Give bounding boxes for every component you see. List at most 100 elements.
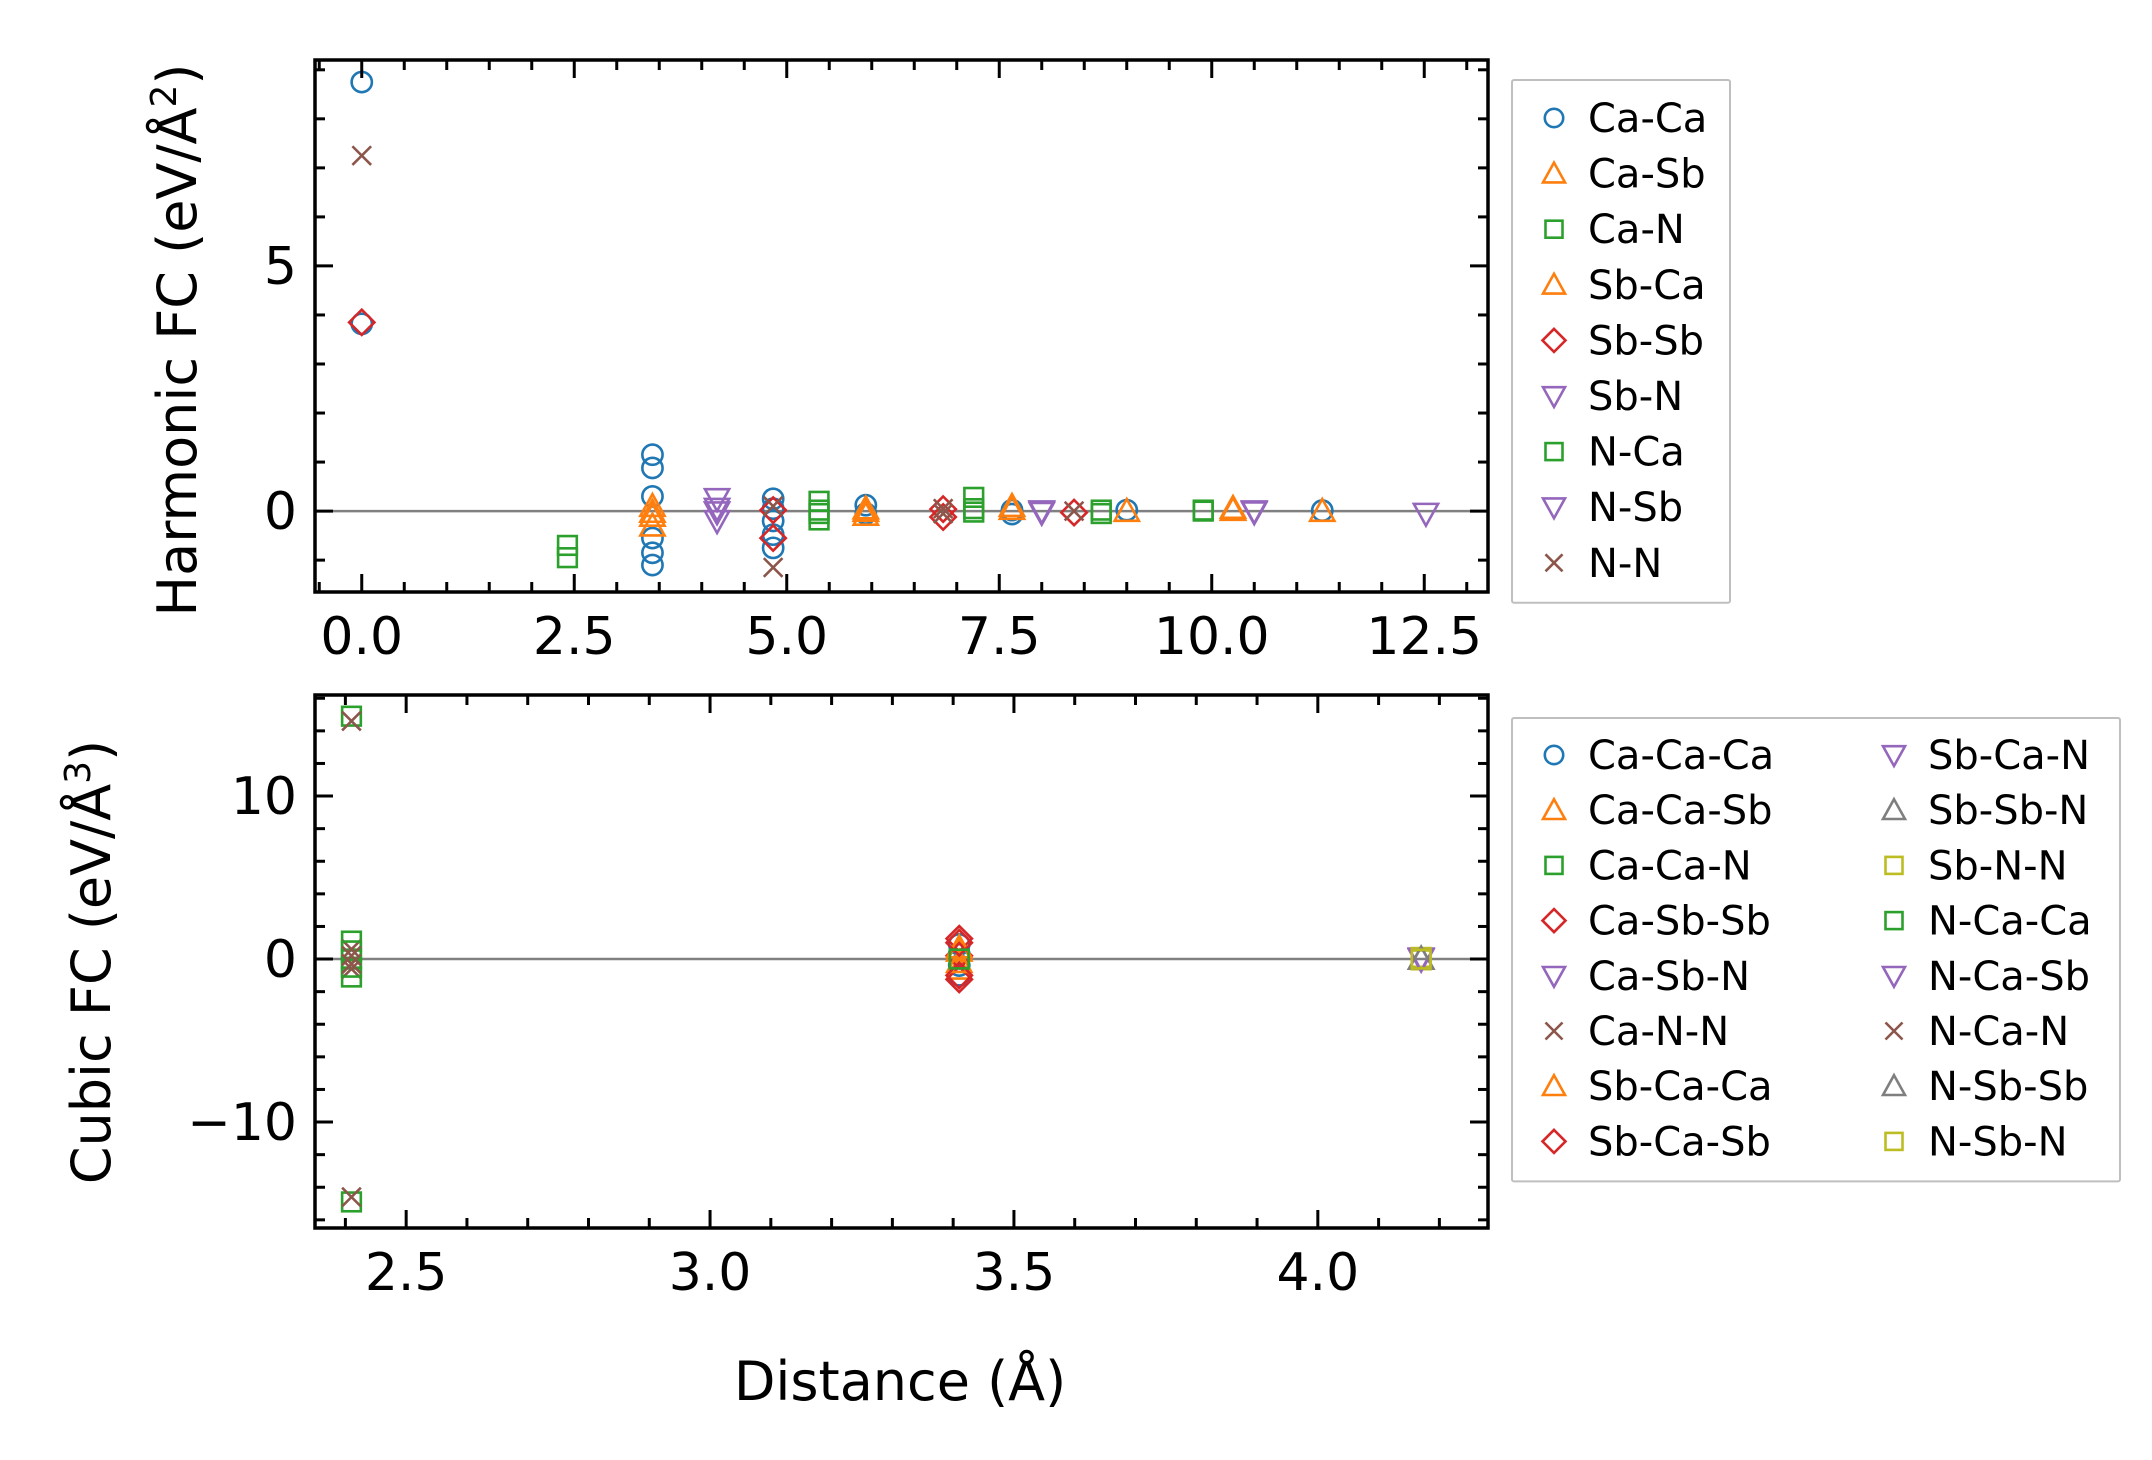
- y-tick-label: 0: [264, 482, 297, 542]
- cubic-fc-ylabel: Cubic FC (eV/Å3): [58, 740, 124, 1184]
- legend-marker: [1540, 159, 1568, 184]
- legend-entry-sb-sb-n: Sb-Sb-N: [1880, 788, 2088, 834]
- data-point-ca-sb: [638, 511, 667, 537]
- data-point-n-ca-n: [341, 953, 362, 975]
- legend-marker: [1540, 271, 1568, 295]
- data-point-ca-n: [963, 486, 985, 509]
- legend-frame: [1511, 717, 2121, 1183]
- y-tick-label: 10: [231, 767, 297, 827]
- legend-label: N-Sb: [1588, 485, 1683, 531]
- data-point-sb-sb: [758, 523, 788, 553]
- harmonic-fc-ylabel: Harmonic FC (eV/Å2): [144, 64, 210, 617]
- legend-label: Sb-N-N: [1928, 843, 2068, 889]
- legend-label: Ca-Sb: [1588, 152, 1706, 198]
- legend-marker: [1540, 327, 1568, 354]
- data-point-sb-ca-sb: [944, 928, 974, 958]
- legend-entry-sb-ca-sb: Sb-Ca-Sb: [1540, 1119, 1771, 1165]
- data-point-ca-sb: [851, 500, 881, 526]
- data-point-n-ca-ca: [948, 948, 970, 970]
- x-tick-label: 2.5: [365, 1243, 448, 1303]
- legend-entry-ca-sb-n: Ca-Sb-N: [1540, 954, 1750, 1000]
- data-point-sb-ca-ca: [944, 947, 974, 974]
- legend-marker: [1544, 219, 1564, 239]
- legend-marker: [1884, 855, 1904, 876]
- data-point-ca-n-n: [341, 939, 362, 960]
- legend-label: Sb-Ca-Sb: [1588, 1119, 1771, 1165]
- legend-entry-n-sb: N-Sb: [1540, 485, 1683, 531]
- x-tick-label: 7.5: [958, 607, 1041, 667]
- legend-label: Ca-Ca-Ca: [1588, 733, 1774, 779]
- legend-marker: [1540, 907, 1568, 934]
- data-markers: [347, 70, 1441, 578]
- legend-entry-ca-n: Ca-N: [1544, 207, 1685, 253]
- data-point-ca-ca: [641, 443, 664, 467]
- legend-label: N-Ca-Sb: [1928, 954, 2090, 1000]
- data-point-sb-n: [702, 501, 732, 527]
- data-point-n-ca: [1192, 499, 1214, 521]
- cubic-fc-panel: 2.5 3.0 3.5 4.0 −10 0 10 Cubic FC (eV/Å3) Ca-C…: [58, 693, 2121, 1303]
- axis-ticks: [315, 60, 1488, 592]
- legend-entry-sb-ca-ca: Sb-Ca-Ca: [1540, 1064, 1773, 1110]
- data-point-sb-ca: [851, 496, 881, 523]
- data-point-n-n: [351, 145, 373, 166]
- legend-entry-sb-n: Sb-N: [1540, 374, 1683, 420]
- data-point-ca-ca: [761, 509, 785, 533]
- legend-label: Ca-N: [1588, 207, 1685, 253]
- data-markers: [340, 705, 1436, 1213]
- legend-label: Ca-Ca-N: [1588, 843, 1752, 889]
- legend-entry-sb-n-n: Sb-N-N: [1884, 843, 2068, 889]
- legend-frame: [1511, 79, 1731, 604]
- harmonic-fc-panel: 0.0 2.5 5.0 7.5 10.0 12.5 0 5 Harmonic FC (eV/Å…: [144, 58, 1731, 667]
- legend-label: Ca-Ca: [1588, 96, 1707, 142]
- data-point-ca-sb: [1112, 496, 1142, 523]
- cubic-legend: Ca-Ca-Ca Ca-Ca-Sb Ca-Ca-N Ca-Sb-Sb Ca-Sb-N Ca…: [1511, 717, 2121, 1183]
- legend-entry-ca-ca-sb: Ca-Ca-Sb: [1540, 788, 1773, 834]
- data-point-sb-sb: [758, 495, 788, 525]
- legend-entry-ca-n-n: Ca-N-N: [1544, 1009, 1729, 1055]
- data-point-n-ca-n: [341, 945, 362, 967]
- x-tick-label: 0.0: [320, 607, 403, 667]
- data-point-n-ca: [808, 502, 830, 525]
- legend-marker: [1540, 796, 1568, 821]
- x-tick-label: 3.5: [973, 1243, 1056, 1303]
- data-point-sb-n: [702, 509, 732, 536]
- legend-label: N-Ca-Ca: [1928, 899, 2092, 945]
- legend-marker: [1543, 744, 1565, 766]
- legend-marker: [1540, 1072, 1568, 1097]
- data-point-ca-sb: [997, 491, 1027, 518]
- data-point-ca-sb: [638, 501, 667, 527]
- y-tick-label: 5: [264, 237, 297, 297]
- legend-entry-n-n: N-N: [1544, 541, 1662, 587]
- legend-entry-ca-ca-n: Ca-Ca-N: [1544, 843, 1752, 889]
- legend-marker: [1884, 910, 1904, 931]
- legend-marker: [1544, 553, 1564, 573]
- x-tick-label: 3.0: [669, 1243, 752, 1303]
- legend-entry-sb-ca-n: Sb-Ca-N: [1880, 733, 2090, 779]
- legend-label: Ca-N-N: [1588, 1009, 1729, 1055]
- data-point-ca-n: [556, 534, 579, 557]
- legend-entry-sb-sb: Sb-Sb: [1540, 318, 1704, 364]
- data-point-sb-sb: [347, 307, 377, 337]
- data-point-ca-sb-sb: [944, 964, 974, 994]
- data-point-n-n: [932, 498, 954, 519]
- legend-entry-n-ca: N-Ca: [1544, 430, 1685, 476]
- legend-entry-sb-ca: Sb-Ca: [1540, 263, 1706, 309]
- legend-marker: [1540, 385, 1568, 410]
- x-tick-label: 5.0: [745, 607, 828, 667]
- data-point-n-ca-ca: [340, 940, 363, 962]
- x-tick-label: 2.5: [533, 607, 616, 667]
- legend-label: Ca-Ca-Sb: [1588, 788, 1773, 834]
- data-point-n-sb: [1411, 502, 1441, 529]
- data-point-n-n: [762, 557, 784, 578]
- legend-marker: [1544, 855, 1564, 876]
- data-point-ca-n: [556, 547, 579, 569]
- data-point-n-sb: [702, 497, 732, 524]
- data-point-n-ca-ca: [340, 956, 363, 978]
- data-point-n-sb: [1239, 501, 1269, 527]
- axes-frame: [313, 58, 1490, 594]
- distance-xlabel: Distance (Å): [734, 1349, 1066, 1413]
- legend-marker: [1540, 497, 1568, 521]
- y-tick-label: −10: [187, 1093, 297, 1153]
- legend-entry-n-ca-sb: N-Ca-Sb: [1880, 954, 2090, 1000]
- data-point-n-n: [932, 503, 954, 524]
